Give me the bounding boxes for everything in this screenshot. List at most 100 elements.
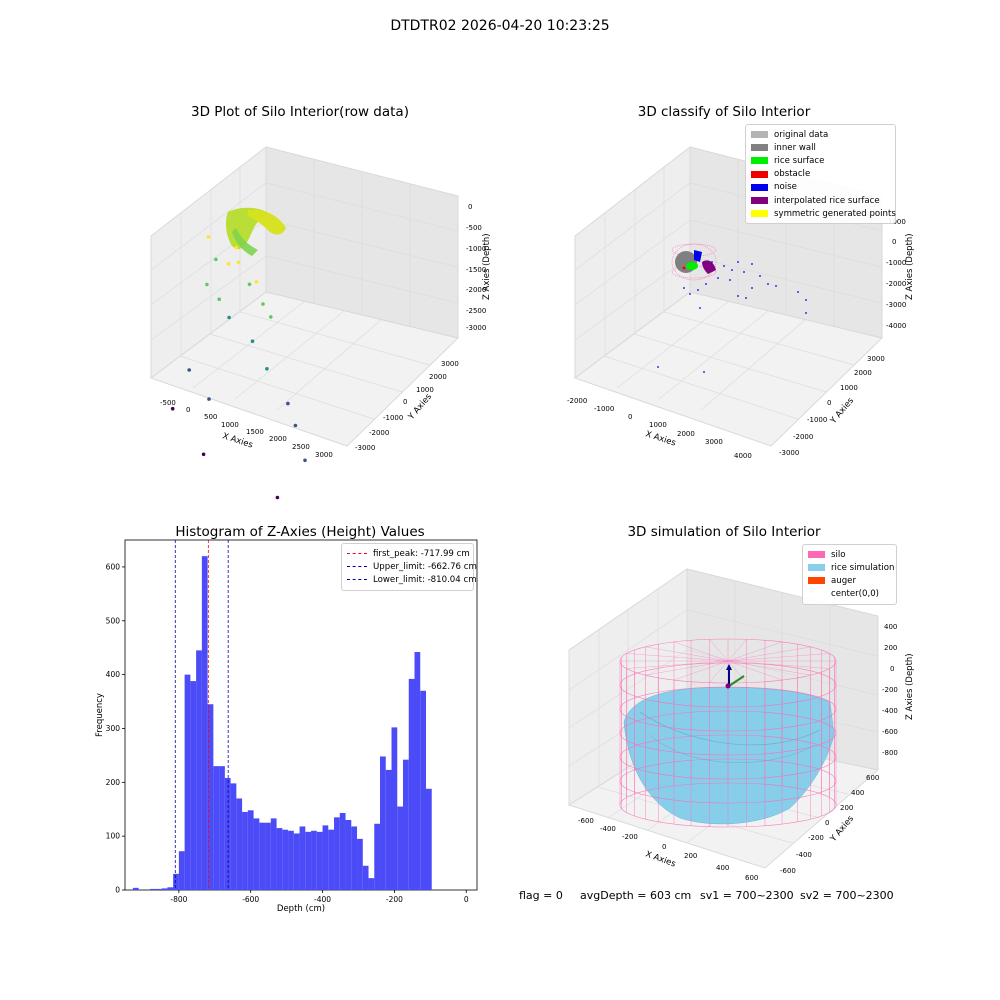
svg-text:-800: -800: [882, 749, 898, 757]
svg-text:0: 0: [468, 203, 472, 211]
histogram-bar: [385, 769, 392, 890]
scatter-point: [254, 280, 259, 284]
svg-text:-200: -200: [622, 833, 638, 841]
histogram-bar: [167, 887, 174, 890]
legend-item-noise: noise: [751, 181, 890, 194]
histogram-bar: [213, 766, 220, 890]
svg-text:3000: 3000: [441, 360, 459, 368]
histogram-bar: [155, 888, 162, 890]
histogram-bar: [351, 826, 358, 890]
simulation-plot-title: 3D simulation of Silo Interior: [627, 524, 821, 540]
x-tick-label: -600: [242, 895, 259, 904]
svg-text:-2000: -2000: [369, 429, 389, 437]
noise-point: [717, 277, 719, 279]
histogram-bar: [230, 783, 237, 890]
classify-silo-cloud: [671, 243, 717, 281]
scatter-point: [170, 406, 175, 411]
histogram-bar: [259, 822, 266, 890]
svg-text:-1500: -1500: [466, 266, 486, 274]
silo-roof-spoke: [727, 660, 747, 683]
raw-3d-axes: -500 0 500 1000 1500 2000 2500 3000 -3000 -200…: [149, 145, 492, 459]
svg-text:-2000: -2000: [793, 433, 813, 441]
flag-status: flag = 0: [519, 889, 563, 902]
svg-text:3000: 3000: [867, 355, 885, 363]
svg-text:0: 0: [186, 406, 190, 414]
scatter-point: [293, 423, 298, 428]
svg-text:2000: 2000: [854, 369, 872, 377]
y-tick-label: 100: [106, 832, 121, 841]
histogram-bar: [293, 833, 300, 890]
y-tick-label: 300: [106, 724, 121, 733]
svg-text:-1000: -1000: [807, 416, 827, 424]
silo-roof-spoke: [727, 646, 811, 662]
silo-roof-spoke: [645, 660, 729, 676]
svg-text:-3000: -3000: [466, 324, 486, 332]
svg-text:1000: 1000: [221, 421, 239, 429]
histogram-bar: [184, 674, 191, 890]
svg-text:4000: 4000: [734, 452, 752, 460]
svg-text:1000: 1000: [840, 384, 858, 392]
histogram-bar: [420, 690, 426, 890]
legend-swatch: [751, 144, 768, 152]
svg-text:-3000: -3000: [355, 444, 375, 452]
svg-text:-500: -500: [466, 224, 482, 232]
noise-point: [699, 307, 701, 309]
simulation-y-axis-label: Y Axies: [828, 814, 856, 845]
raw-plot-title: 3D Plot of Silo Interior(row data): [191, 104, 409, 120]
histogram-bar: [357, 838, 363, 890]
svg-text:0: 0: [662, 843, 666, 851]
svg-text:400: 400: [884, 623, 897, 631]
scatter-point: [205, 282, 209, 287]
silo-roof-spoke: [727, 660, 783, 681]
noise-point: [697, 289, 699, 291]
noise-point: [737, 295, 739, 297]
svg-text:0: 0: [825, 819, 829, 827]
svg-text:400: 400: [716, 864, 729, 872]
legend-swatch: [808, 564, 825, 572]
noise-point: [743, 271, 745, 273]
svg-text:200: 200: [884, 644, 897, 652]
svg-text:3000: 3000: [315, 451, 333, 459]
y-tick-label: 0: [115, 886, 120, 895]
noise-point: [689, 293, 691, 295]
svg-text:-400: -400: [796, 851, 812, 859]
histogram-bar: [207, 704, 214, 890]
histogram-bar: [408, 678, 415, 890]
legend-swatch: [751, 183, 768, 191]
svg-text:3000: 3000: [705, 438, 723, 446]
svg-text:0: 0: [892, 238, 896, 246]
svg-text:-3000: -3000: [779, 449, 799, 457]
histogram-bar: [242, 811, 248, 890]
histogram-bar: [380, 756, 386, 890]
histogram-bar: [190, 681, 197, 890]
classify-y-axis-label: Y Axies: [828, 396, 856, 427]
histogram-x-axis-label: Depth (cm): [277, 904, 325, 914]
legend-item-inner-wall: inner wall: [751, 141, 890, 154]
silo-roof-spoke: [709, 639, 729, 662]
simulation-legend: silo rice simulation auger center(0,0): [802, 544, 897, 605]
legend-item-upper-limit: Upper_limit: -662.76 cm: [347, 560, 477, 573]
histogram-bar: [161, 888, 168, 890]
scatter-point: [261, 302, 265, 306]
legend-swatch: [751, 170, 768, 178]
histogram-bar: [224, 778, 231, 890]
svg-text:1500: 1500: [246, 428, 264, 436]
classify-plot-title: 3D classify of Silo Interior: [637, 104, 811, 120]
histogram-bars: [132, 556, 432, 890]
scatter-point: [217, 297, 221, 302]
simulation-x-axis-label: X Axies: [644, 849, 677, 869]
histogram-bar: [196, 650, 202, 890]
legend-swatch: [808, 591, 825, 598]
y-tick-label: 200: [106, 778, 121, 787]
legend-item-symmetric-generated-points: symmetric generated points: [751, 207, 896, 220]
silo-roof-spoke: [709, 660, 729, 683]
silo-roof-spoke: [626, 660, 729, 669]
classify-x-axis-label: X Axies: [644, 429, 677, 448]
scatter-point: [187, 368, 191, 372]
raw-silo-wall-cloud: [225, 207, 286, 256]
svg-text:-1000: -1000: [383, 414, 403, 422]
svg-text:1000: 1000: [649, 421, 667, 429]
x-tick-label: -800: [170, 895, 187, 904]
svg-text:-1000: -1000: [886, 259, 906, 267]
y-tick-label: 500: [106, 616, 121, 625]
